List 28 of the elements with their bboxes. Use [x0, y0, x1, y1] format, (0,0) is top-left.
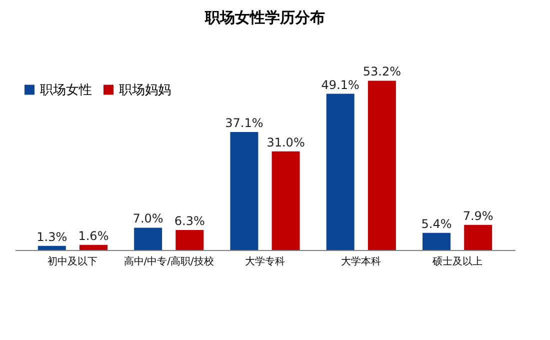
data-label: 1.6% [78, 228, 109, 243]
legend-label: 职场妈妈 [119, 82, 171, 98]
data-label: 1.3% [36, 230, 68, 244]
bar [134, 228, 162, 250]
bar [464, 224, 492, 250]
legend-label: 职场女性 [40, 82, 92, 98]
data-label: 31.0% [266, 135, 305, 150]
data-label: 7.0% [132, 212, 164, 226]
chart-title: 职场女性学历分布 [204, 8, 325, 27]
data-label: 5.4% [421, 216, 452, 231]
bar [176, 230, 204, 250]
data-label: 7.9% [462, 208, 494, 223]
x-tick-label: 硕士及以上 [431, 256, 482, 268]
bar [79, 244, 108, 250]
data-label: 6.3% [174, 214, 205, 228]
bar [272, 151, 300, 250]
data-label: 37.1% [225, 116, 264, 130]
bar [230, 132, 258, 250]
x-tick-label: 高中/中专/高职/技校 [124, 256, 214, 268]
data-label: 49.1% [321, 78, 360, 92]
bar [326, 94, 354, 250]
x-tick-label: 初中及以下 [48, 256, 98, 268]
bar [38, 246, 66, 250]
bar [368, 80, 396, 250]
x-tick-label: 大学专科 [245, 256, 285, 268]
data-label: 53.2% [362, 64, 402, 79]
x-tick-label: 大学本科 [341, 256, 382, 268]
bar [422, 232, 451, 250]
